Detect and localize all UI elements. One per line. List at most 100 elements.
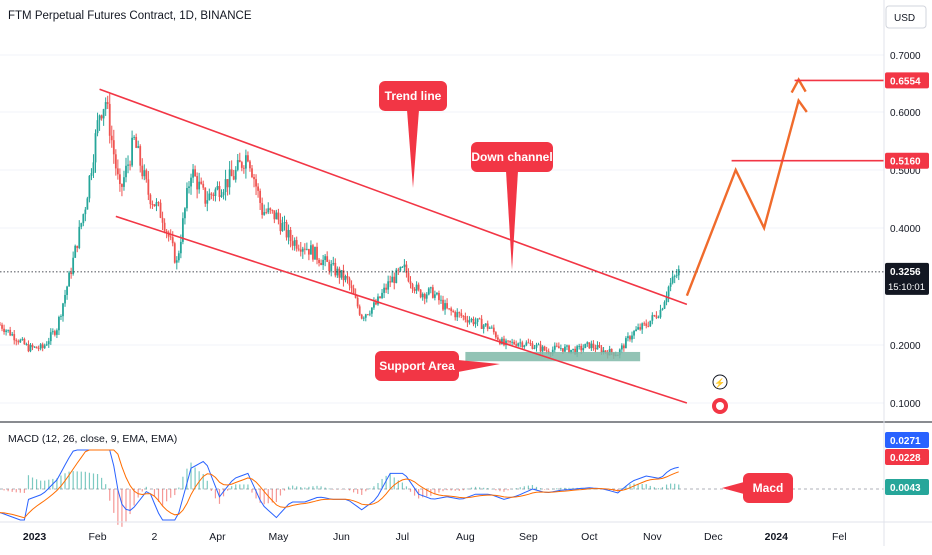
candle-body xyxy=(643,323,645,324)
macd-histogram-bar xyxy=(121,489,122,527)
candle-body xyxy=(391,277,393,283)
macd-histogram-bar xyxy=(28,475,29,489)
macd-histogram-bar xyxy=(320,486,321,489)
candle-body xyxy=(129,165,131,166)
macd-histogram-bar xyxy=(227,489,228,491)
macd-callout: Macd xyxy=(722,473,793,503)
macd-histogram-bar xyxy=(544,489,545,490)
macd-histogram-bar xyxy=(174,489,175,495)
macd-histogram-bar xyxy=(288,487,289,490)
candle-body xyxy=(208,194,210,201)
macd-callout-pointer xyxy=(722,482,744,494)
candle-body xyxy=(558,346,560,348)
candle-body xyxy=(127,165,129,166)
macd-histogram-bar xyxy=(247,484,248,489)
candle-body xyxy=(271,210,273,211)
candle-body xyxy=(125,166,127,177)
macd-histogram-bar xyxy=(390,474,391,490)
candle-body xyxy=(497,337,499,339)
macd-histogram-bar xyxy=(552,489,553,490)
candle-body xyxy=(556,346,558,347)
candle-body xyxy=(645,323,647,326)
macd-histogram-bar xyxy=(442,489,443,491)
candle-body xyxy=(387,281,389,289)
candle-body xyxy=(278,213,280,220)
macd-histogram-bar xyxy=(280,489,281,496)
macd-histogram-bar xyxy=(235,484,236,489)
candle-body xyxy=(410,281,412,284)
macd-histogram-bar xyxy=(394,477,395,489)
candle-body xyxy=(111,136,113,140)
candle-body xyxy=(381,293,383,298)
candle-body xyxy=(5,330,7,331)
candle-body xyxy=(180,242,182,253)
last-price-value: 0.3256 xyxy=(890,267,921,278)
candle-body xyxy=(202,184,204,188)
candle-body xyxy=(243,168,245,169)
macd-histogram-bar xyxy=(97,474,98,489)
macd-histogram-bar xyxy=(487,488,488,489)
macd-histogram-bar xyxy=(658,488,659,489)
candle-body xyxy=(172,237,174,243)
candle-body xyxy=(302,249,304,252)
candle-body xyxy=(416,285,418,291)
candle-body xyxy=(521,342,523,347)
candle-body xyxy=(15,340,17,341)
candle-body xyxy=(318,260,320,263)
macd-histogram-bar xyxy=(414,489,415,496)
candle-body xyxy=(653,315,655,316)
candle-body xyxy=(158,202,160,203)
candle-body xyxy=(117,168,119,174)
candle-body xyxy=(371,308,373,314)
candle-body xyxy=(438,293,440,300)
candle-body xyxy=(458,312,460,313)
candle-body xyxy=(469,320,471,322)
projection-path xyxy=(687,101,807,296)
macd-histogram-bar xyxy=(560,488,561,489)
macd-histogram-bar xyxy=(93,473,94,489)
candle-body xyxy=(196,176,198,189)
candle-body xyxy=(290,230,292,241)
candle-body xyxy=(487,324,489,329)
macd-histogram-bar xyxy=(16,489,17,492)
support-area-callout-text: Support Area xyxy=(379,359,455,373)
macd-histogram-bar xyxy=(77,471,78,489)
macd-histogram-bar xyxy=(451,489,452,491)
candle-body xyxy=(347,276,349,278)
candle-body xyxy=(629,336,631,339)
symbol-title: FTM Perpetual Futures Contract, 1D, BINA… xyxy=(8,10,252,22)
candle-body xyxy=(572,349,574,350)
candle-body xyxy=(507,341,509,342)
candle-body xyxy=(215,189,217,196)
candle-body xyxy=(176,260,178,262)
candle-body xyxy=(627,336,629,338)
macd-histogram-bar xyxy=(239,484,240,489)
candle-body xyxy=(444,303,446,310)
macd-histogram-bar xyxy=(211,489,212,491)
macd-histogram-bar xyxy=(284,489,285,491)
candle-body xyxy=(515,344,517,346)
candle-body xyxy=(326,256,328,262)
macd-histogram-bar xyxy=(182,477,183,490)
candle-body xyxy=(424,294,426,299)
macd-histogram-bar xyxy=(507,489,508,490)
macd-value-tag-text: 0.0271 xyxy=(890,436,921,447)
candle-body xyxy=(261,203,263,215)
macd-histogram-bar xyxy=(475,487,476,489)
macd-histogram-bar xyxy=(662,487,663,489)
time-tick-label: 2 xyxy=(152,531,158,543)
candle-body xyxy=(599,345,601,347)
candle-body xyxy=(442,300,444,310)
candle-body xyxy=(178,253,180,260)
macd-histogram-bar xyxy=(142,489,143,492)
candle-body xyxy=(137,146,139,148)
time-tick-label: Sep xyxy=(519,531,538,543)
candle-body xyxy=(509,341,511,343)
candle-body xyxy=(54,331,56,335)
candle-body xyxy=(245,155,247,168)
candle-body xyxy=(30,345,32,351)
candle-body xyxy=(582,348,584,350)
candle-body xyxy=(60,316,62,317)
candle-body xyxy=(422,294,424,297)
candle-body xyxy=(404,265,406,267)
